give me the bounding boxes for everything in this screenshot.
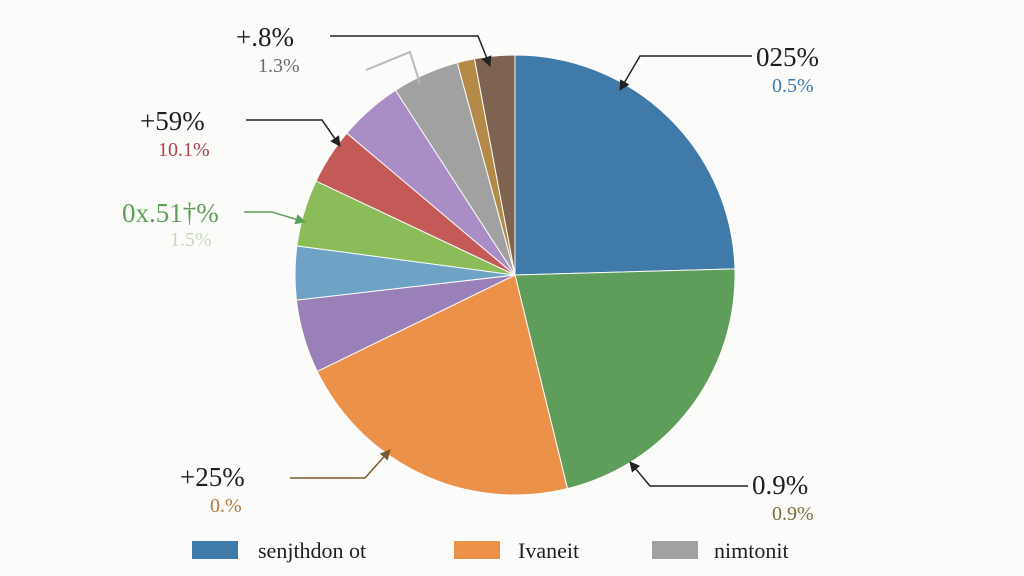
legend-label: senjthdon ot xyxy=(258,538,366,563)
callout-8: +.8% 1.3% xyxy=(236,22,300,77)
pie-slice xyxy=(514,268,736,490)
callout-sub-label: 0.5% xyxy=(772,75,814,97)
callout-025: 025% 0.5% xyxy=(756,42,819,97)
callout-main-label: 025% xyxy=(756,42,819,72)
leader-line xyxy=(246,119,341,147)
callout-sub-label: 10.1% xyxy=(158,139,210,161)
legend-item: nimtonit xyxy=(652,538,789,563)
leader-line xyxy=(365,50,421,85)
callout-sub-label: 1.3% xyxy=(258,55,300,77)
callout-main-label: +25% xyxy=(180,462,245,492)
callout-sub-label: 0.% xyxy=(210,495,242,517)
callout-25: +25% 0.% xyxy=(180,462,245,517)
callout-59: +59% 10.1% xyxy=(140,106,210,161)
legend-swatch xyxy=(454,541,500,559)
callout-main-label: 0.9% xyxy=(752,470,808,500)
legend: senjthdon ot Ivaneit nimtonit xyxy=(192,538,789,563)
leader-line xyxy=(619,55,752,91)
leader-lines xyxy=(244,35,752,487)
legend-item: senjthdon ot xyxy=(192,538,366,563)
leader-line xyxy=(244,211,307,225)
legend-label: nimtonit xyxy=(714,538,789,563)
pie-slice xyxy=(514,54,736,276)
legend-label: Ivaneit xyxy=(518,538,579,563)
leader-line xyxy=(330,35,492,67)
callout-09: 0.9% 0.9% xyxy=(752,470,814,525)
legend-swatch xyxy=(192,541,238,559)
callout-main-label: +.8% xyxy=(236,22,294,52)
pie-slices xyxy=(294,54,736,496)
callout-main-label: 0x.51†% xyxy=(122,198,219,228)
callout-sub-label: 0.9% xyxy=(772,503,814,525)
callout-051: 0x.51†% 1.5% xyxy=(122,198,219,251)
leader-line xyxy=(629,461,748,487)
pie-slice xyxy=(473,54,516,276)
callout-sub-label: 1.5% xyxy=(170,229,212,251)
callout-main-label: +59% xyxy=(140,106,205,136)
leader-line xyxy=(290,449,391,479)
legend-swatch xyxy=(652,541,698,559)
legend-item: Ivaneit xyxy=(454,538,579,563)
pie-slice xyxy=(316,274,569,496)
